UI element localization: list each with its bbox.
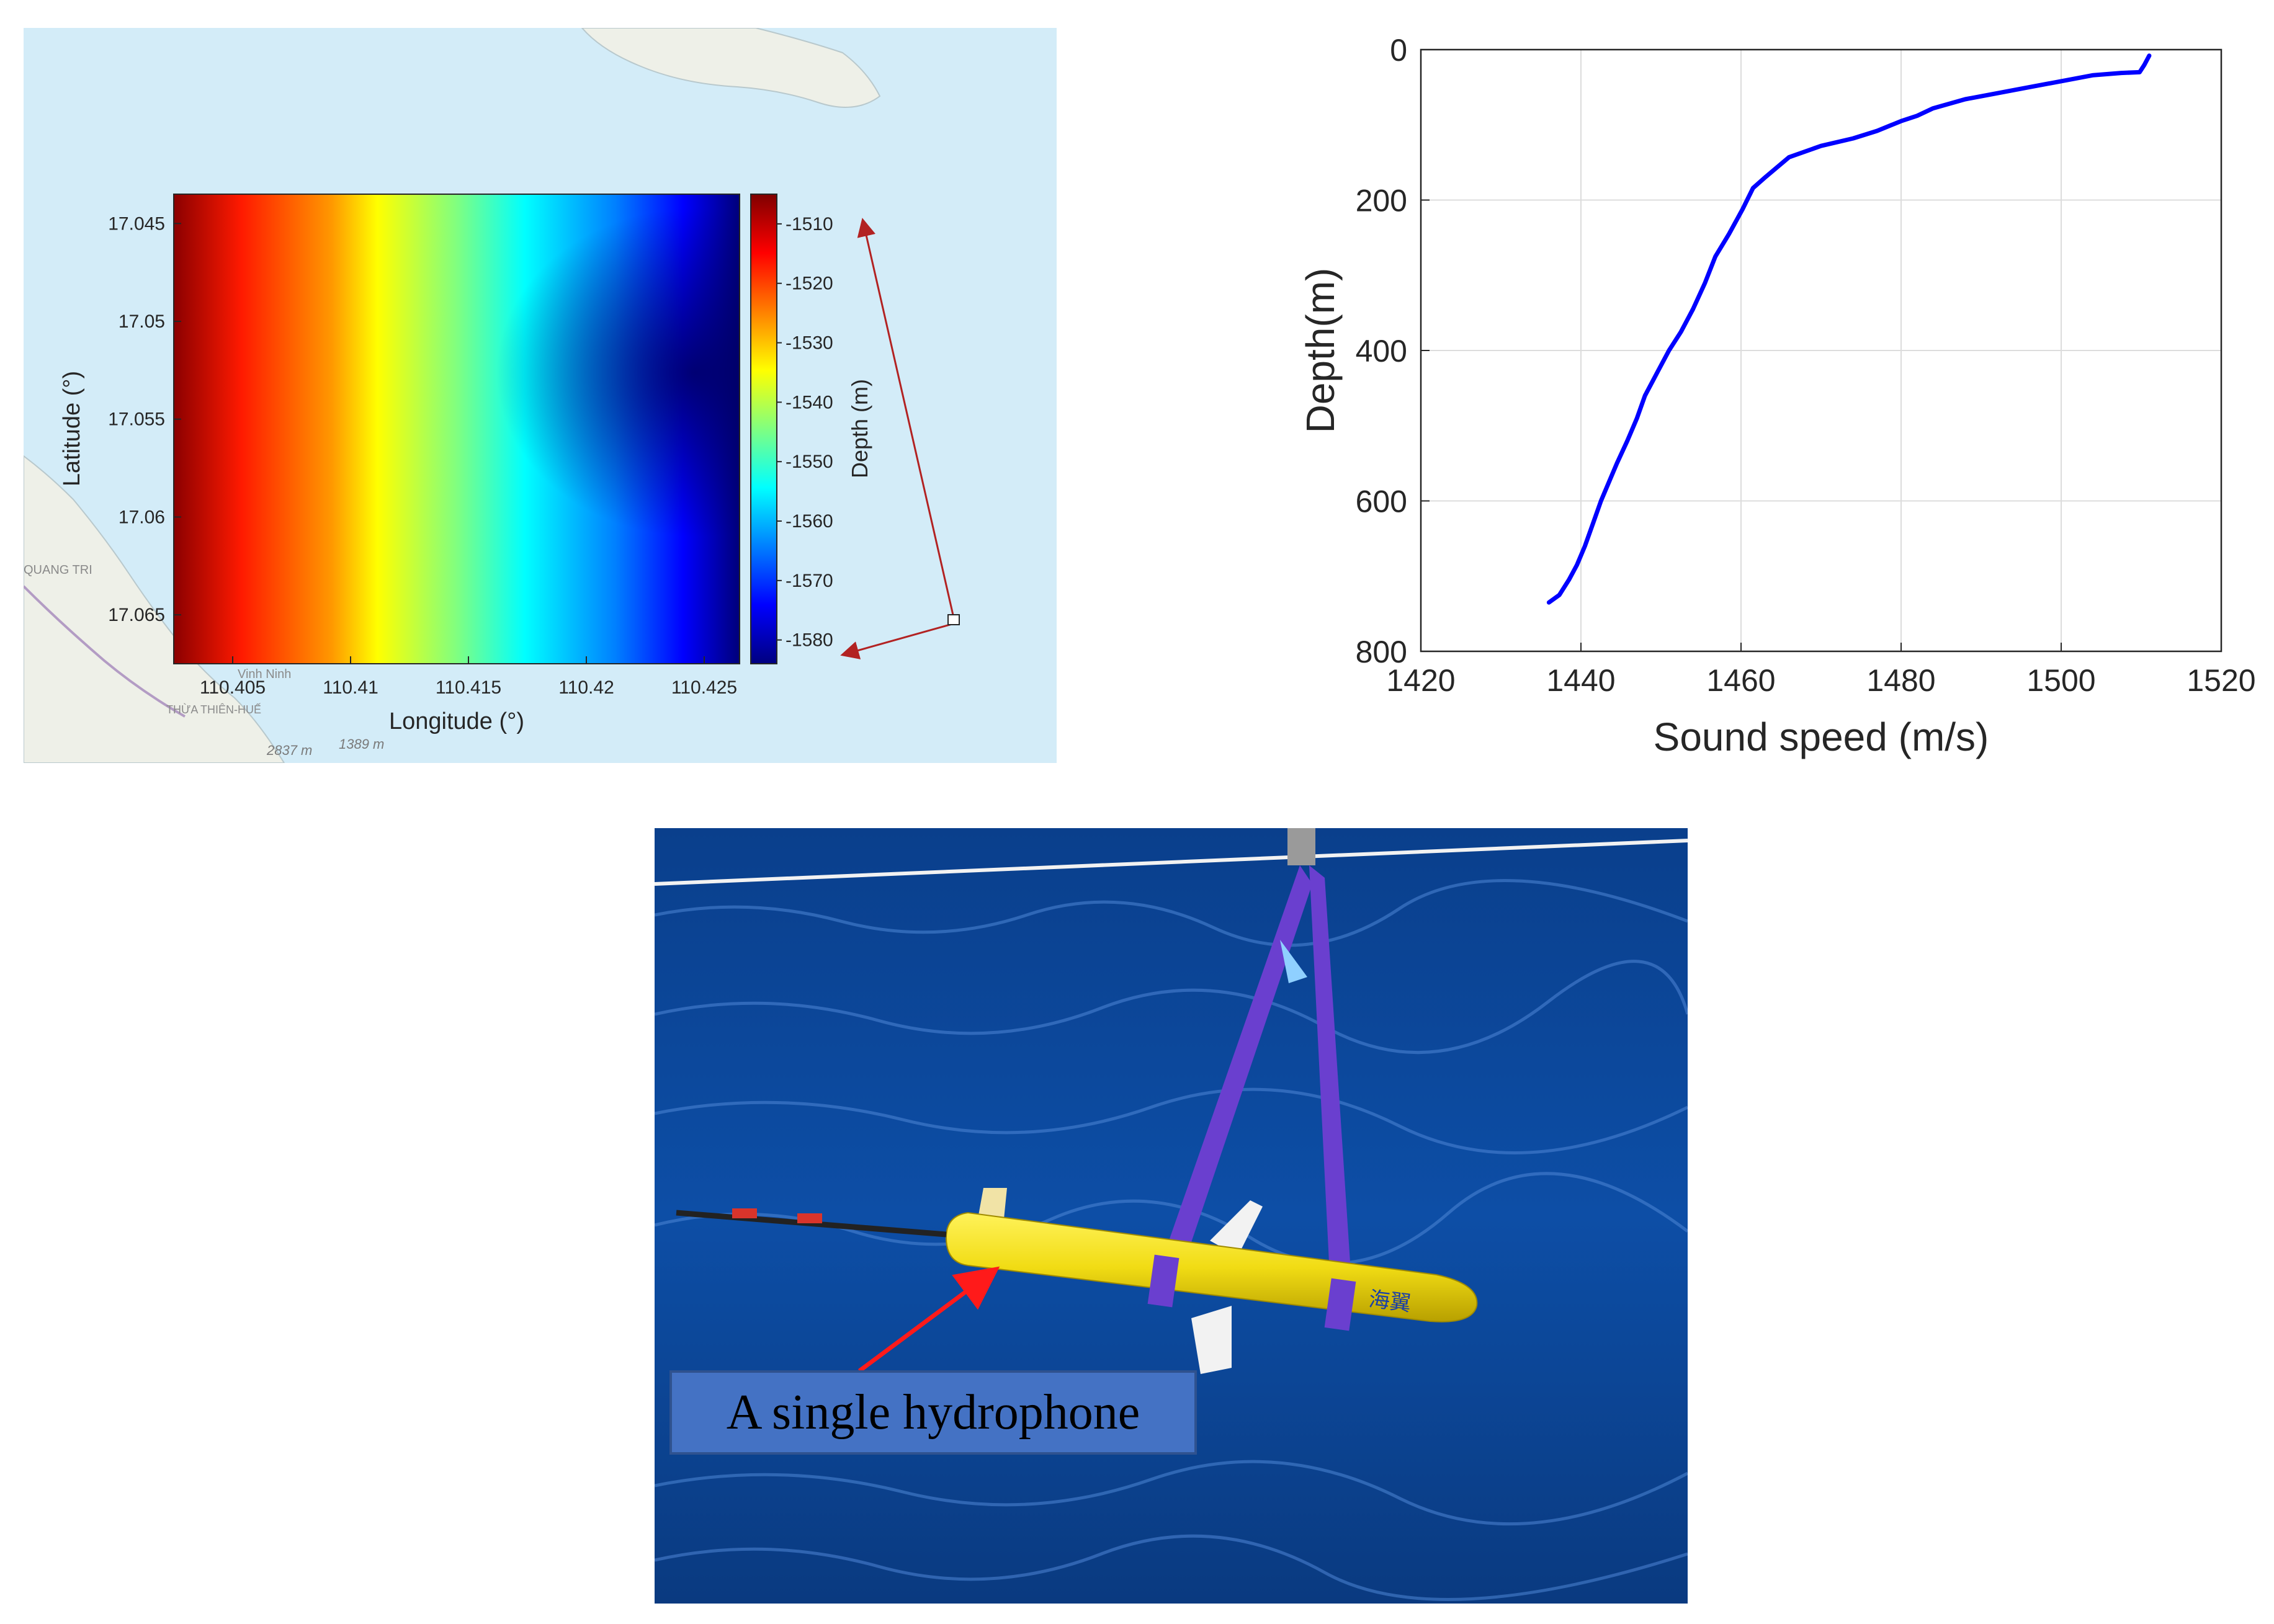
colorbar bbox=[750, 194, 777, 664]
ssp-y-tick-label: 0 bbox=[1390, 33, 1407, 68]
province-border bbox=[24, 585, 186, 718]
colorbar-tick-label: -1550 bbox=[786, 452, 833, 472]
glider-photo-panel: 海翼 A single hydrophone bbox=[655, 828, 1688, 1604]
colorbar-tick-label: -1530 bbox=[786, 333, 833, 354]
hydrophone-antenna bbox=[676, 1210, 947, 1238]
ssp-y-tick-label: 800 bbox=[1356, 635, 1407, 669]
hydrophone-label-box: A single hydrophone bbox=[669, 1370, 1197, 1455]
ssp-x-tick-label: 1520 bbox=[2187, 663, 2255, 698]
colorbar-tick-label: -1520 bbox=[786, 274, 833, 294]
glider-marking: 海翼 bbox=[1368, 1287, 1412, 1316]
heatmap-y-tick-label: 17.055 bbox=[108, 409, 165, 430]
strap-tag bbox=[1280, 940, 1307, 983]
heatmap-y-tick-label: 17.045 bbox=[108, 213, 165, 234]
map-label-vinh-ninh: Vinh Ninh bbox=[238, 667, 291, 681]
survey-track-arrow-west bbox=[840, 622, 955, 659]
heatmap-x-axis-label: Longitude (°) bbox=[389, 708, 524, 734]
heatmap-y-ticks: 17.045 17.05 17.055 17.06 17.065 bbox=[108, 213, 181, 625]
coast-landmass bbox=[24, 455, 285, 763]
tow-rope bbox=[655, 839, 1688, 886]
ssp-y-tick-label: 600 bbox=[1356, 484, 1407, 519]
colorbar-tick-label: -1540 bbox=[786, 392, 833, 413]
ssp-x-tick-label: 1460 bbox=[1706, 663, 1775, 698]
map-label-quang-tri: QUANG TRI bbox=[24, 563, 92, 577]
heatmap-frame bbox=[173, 194, 740, 664]
antenna-marker-b bbox=[797, 1213, 822, 1223]
ssp-y-tick-label: 400 bbox=[1356, 334, 1407, 368]
heatmap-x-ticks: 110.405 110.41 110.415 110.42 110.425 bbox=[200, 656, 737, 698]
colorbar-ticks: -1510 -1520 -1530 -1540 -1550 -1560 -1570 -1580 bbox=[777, 214, 833, 651]
map-label-thua-thien-hue: THỪA THIÊN-HUẾ bbox=[166, 703, 261, 716]
sound-speed-profile-panel: 1420 1440 1460 1480 1500 1520 0 200 400 600 800 S… bbox=[1291, 25, 2258, 788]
ssp-series-line bbox=[1546, 53, 2152, 605]
hydrophone-label: A single hydrophone bbox=[726, 1385, 1140, 1440]
ssp-y-ticks: 0 200 400 600 800 bbox=[1356, 33, 1430, 669]
hydrophone-pointer-arrow bbox=[857, 1266, 1000, 1373]
lifting-hook bbox=[1287, 828, 1315, 865]
heatmap-y-tick-label: 17.05 bbox=[119, 311, 165, 332]
colorbar-label: Depth (m) bbox=[847, 379, 872, 478]
island-landmass bbox=[581, 28, 881, 108]
map-label-depth-b: 1389 m bbox=[339, 736, 384, 752]
colorbar-tick-label: -1510 bbox=[786, 214, 833, 234]
ssp-y-tick-label: 200 bbox=[1356, 184, 1407, 218]
heatmap-deep-region bbox=[174, 194, 740, 664]
glider-wing-upper bbox=[1210, 1200, 1263, 1256]
bathymetry-map-figure: QUANG TRI Vinh Ninh THỪA THIÊN-HUẾ 2837 … bbox=[24, 28, 1057, 763]
map-label-depth-a: 2837 m bbox=[266, 743, 312, 758]
ssp-y-axis-label: Depth(m) bbox=[1298, 268, 1343, 434]
glider-wing-lower bbox=[1191, 1306, 1232, 1374]
strap-wrap-right bbox=[1324, 1278, 1356, 1331]
heatmap-y-tick-label: 17.065 bbox=[108, 605, 165, 625]
heatmap-x-tick-label: 110.415 bbox=[436, 677, 501, 698]
heatmap-x-tick-label: 110.405 bbox=[200, 677, 266, 698]
glider-photo: 海翼 bbox=[655, 828, 1688, 1604]
ssp-x-ticks: 1420 1440 1460 1480 1500 1520 bbox=[1386, 643, 2256, 698]
survey-site-marker bbox=[947, 614, 960, 625]
antenna-marker-a bbox=[732, 1208, 757, 1218]
lifting-strap-left bbox=[1160, 865, 1312, 1270]
lifting-strap-right bbox=[1309, 865, 1353, 1300]
heatmap-x-tick-label: 110.41 bbox=[323, 677, 378, 698]
ssp-x-tick-label: 1500 bbox=[2026, 663, 2095, 698]
sound-speed-profile-chart: 1420 1440 1460 1480 1500 1520 0 200 400 600 800 S… bbox=[1298, 33, 2256, 759]
heatmap-y-axis-label: Latitude (°) bbox=[59, 371, 85, 486]
heatmap-plot-area bbox=[173, 194, 740, 664]
colorbar-tick-label: -1560 bbox=[786, 511, 833, 532]
heatmap-x-tick-label: 110.425 bbox=[671, 677, 737, 698]
heatmap-x-tick-label: 110.42 bbox=[558, 677, 614, 698]
strap-wrap-left bbox=[1147, 1254, 1180, 1308]
survey-track-arrow-north bbox=[857, 218, 956, 621]
ssp-x-tick-label: 1480 bbox=[1866, 663, 1935, 698]
heatmap-y-tick-label: 17.06 bbox=[119, 507, 165, 527]
colorbar-tick-label: -1580 bbox=[786, 630, 833, 651]
bathymetry-map-panel: QUANG TRI Vinh Ninh THỪA THIÊN-HUẾ 2837 … bbox=[24, 28, 1057, 763]
colorbar-tick-label: -1570 bbox=[786, 571, 833, 591]
ssp-x-tick-label: 1420 bbox=[1386, 663, 1455, 698]
ssp-x-axis-label: Sound speed (m/s) bbox=[1654, 715, 1989, 759]
wave-texture bbox=[655, 879, 1688, 1601]
ssp-x-tick-label: 1440 bbox=[1546, 663, 1615, 698]
